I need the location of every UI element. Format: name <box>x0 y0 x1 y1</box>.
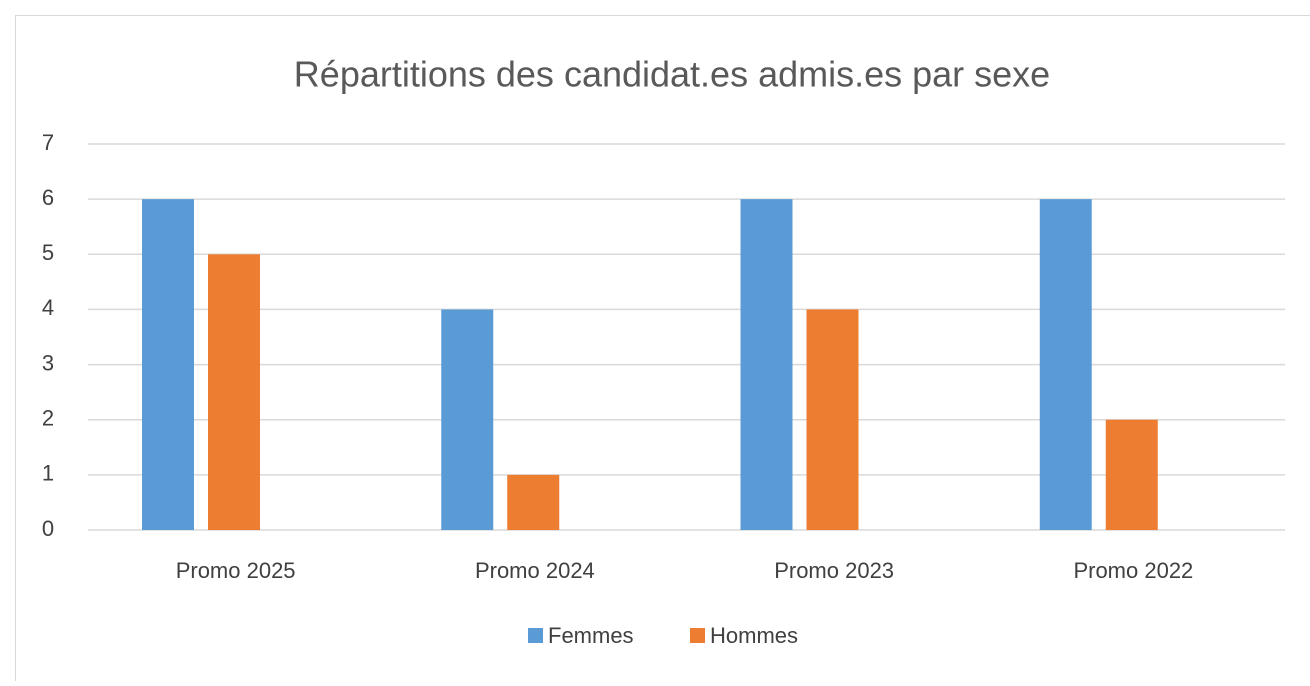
bar <box>208 254 260 530</box>
bar <box>741 199 793 530</box>
bar <box>441 309 493 530</box>
x-tick-label: Promo 2024 <box>475 558 595 583</box>
x-tick-label: Promo 2025 <box>176 558 296 583</box>
y-tick-label: 0 <box>42 516 54 541</box>
y-tick-label: 6 <box>42 185 54 210</box>
y-tick-label: 3 <box>42 350 54 375</box>
bar <box>507 475 559 530</box>
x-tick-label: Promo 2022 <box>1073 558 1193 583</box>
legend-swatch <box>690 628 705 643</box>
y-tick-label: 7 <box>42 130 54 155</box>
y-tick-label: 5 <box>42 240 54 265</box>
bar <box>142 199 194 530</box>
y-tick-label: 1 <box>42 461 54 486</box>
bar <box>1106 420 1158 530</box>
x-tick-label: Promo 2023 <box>774 558 894 583</box>
bar <box>1040 199 1092 530</box>
chart-title: Répartitions des candidat.es admis.es pa… <box>294 54 1050 95</box>
y-tick-label: 2 <box>42 406 54 431</box>
legend-label: Femmes <box>548 623 634 648</box>
bar <box>807 309 859 530</box>
legend-swatch <box>528 628 543 643</box>
legend-label: Hommes <box>710 623 798 648</box>
y-tick-label: 4 <box>42 295 54 320</box>
